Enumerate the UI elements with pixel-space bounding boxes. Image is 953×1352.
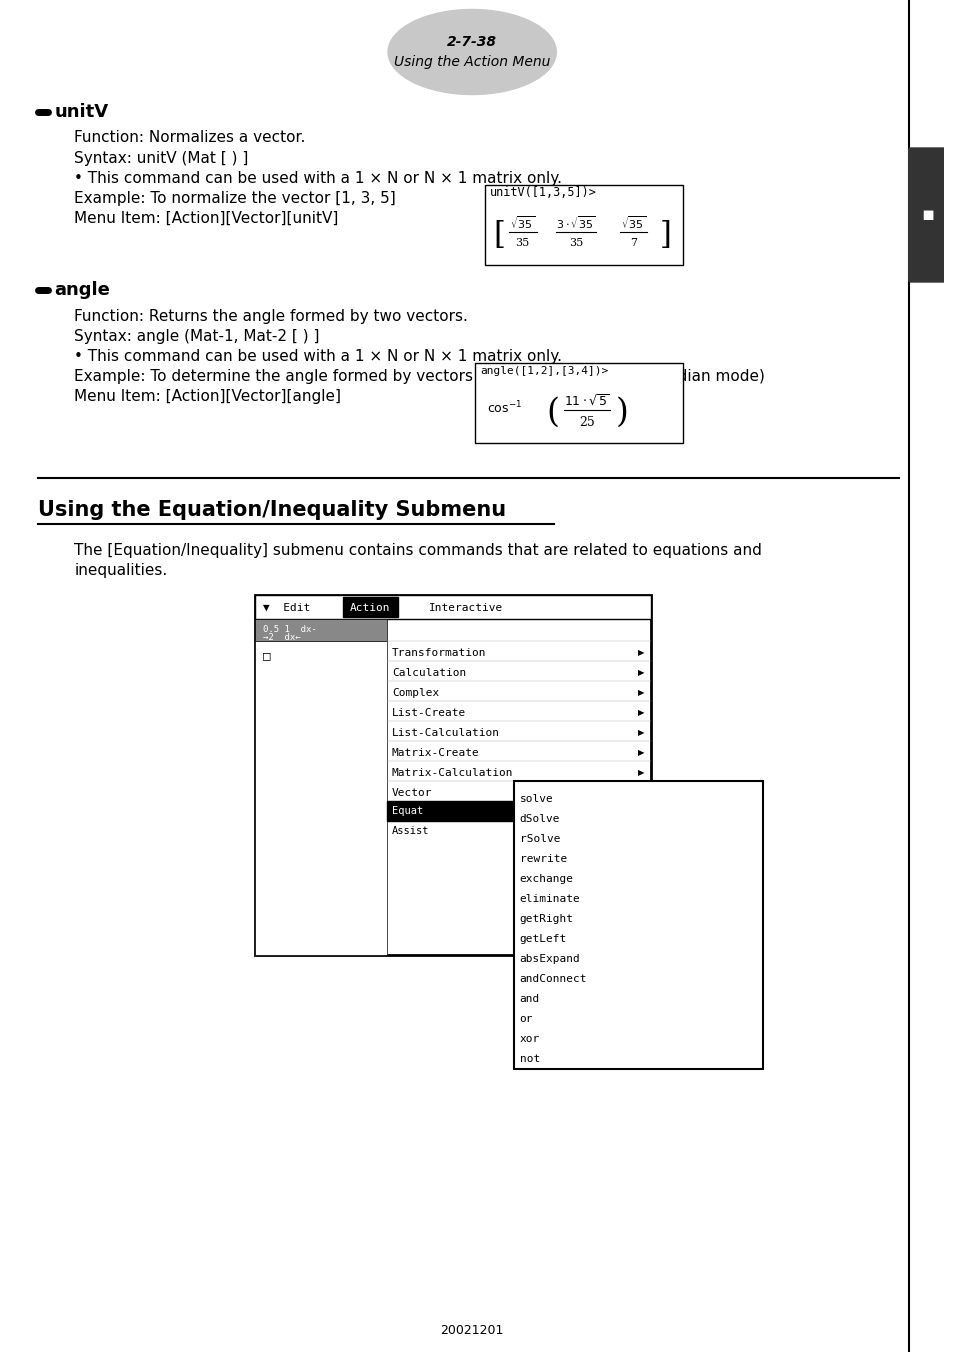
FancyBboxPatch shape [908,147,945,283]
Text: Menu Item: [Action][Vector][unitV]: Menu Item: [Action][Vector][unitV] [74,211,338,226]
Text: Using the Action Menu: Using the Action Menu [394,55,550,69]
Text: rSolve: rSolve [519,834,559,844]
FancyBboxPatch shape [255,641,387,955]
Text: inequalities.: inequalities. [74,562,168,577]
Text: Interactive: Interactive [428,603,502,612]
Text: List-Create: List-Create [392,708,466,718]
Text: or: or [519,1014,533,1023]
Text: Function: Normalizes a vector.: Function: Normalizes a vector. [74,131,305,146]
Text: (: ( [546,397,558,429]
Text: Using the Equation/Inequality Submenu: Using the Equation/Inequality Submenu [37,500,505,521]
Text: [: [ [493,219,504,250]
Text: • This command can be used with a 1 × N or N × 1 matrix only.: • This command can be used with a 1 × N … [74,349,561,364]
FancyBboxPatch shape [475,362,682,443]
Text: 7: 7 [629,238,637,247]
Text: ▼  Edit: ▼ Edit [263,603,311,612]
Text: • This command can be used with a 1 × N or N × 1 matrix only.: • This command can be used with a 1 × N … [74,170,561,185]
Text: $3\cdot\sqrt{35}$: $3\cdot\sqrt{35}$ [556,215,596,231]
Ellipse shape [388,9,556,95]
Text: $\sqrt{35}$: $\sqrt{35}$ [510,215,535,231]
Text: dSolve: dSolve [519,814,559,823]
FancyBboxPatch shape [255,619,387,641]
Text: ]: ] [659,219,671,250]
FancyBboxPatch shape [484,185,682,265]
Text: 35: 35 [515,238,529,247]
Text: unitV: unitV [54,103,109,120]
Text: Assist: Assist [392,826,429,836]
Text: $\sqrt{35}$: $\sqrt{35}$ [620,215,645,231]
Text: □: □ [263,649,271,662]
FancyBboxPatch shape [255,595,651,955]
Text: →2  dx←: →2 dx← [263,634,300,642]
Text: $\cos^{-1}$: $\cos^{-1}$ [487,400,522,416]
Text: Function: Returns the angle formed by two vectors.: Function: Returns the angle formed by tw… [74,308,468,323]
FancyBboxPatch shape [255,595,651,619]
Text: ▶: ▶ [638,729,644,737]
Text: 25: 25 [578,416,595,430]
Text: 20021201: 20021201 [440,1324,503,1337]
Text: Matrix-Calculation: Matrix-Calculation [392,768,513,777]
Text: xor: xor [519,1034,539,1044]
Text: Calculation: Calculation [392,668,466,677]
Text: ▶: ▶ [638,708,644,718]
Text: ▪: ▪ [920,206,933,224]
Text: Example: To normalize the vector [1, 3, 5]: Example: To normalize the vector [1, 3, … [74,191,395,206]
Text: 35: 35 [568,238,582,247]
FancyBboxPatch shape [387,800,514,821]
Text: unitV([1,3,5])>: unitV([1,3,5])> [490,187,597,200]
Text: ▶: ▶ [638,788,644,798]
Text: List-Calculation: List-Calculation [392,727,499,738]
Text: eliminate: eliminate [519,894,579,904]
Text: rewrite: rewrite [519,854,566,864]
Text: andConnect: andConnect [519,973,587,984]
Text: absExpand: absExpand [519,955,579,964]
Text: Complex: Complex [392,688,438,698]
Text: Menu Item: [Action][Vector][angle]: Menu Item: [Action][Vector][angle] [74,388,341,403]
Text: 2-7-38: 2-7-38 [447,35,497,49]
Text: angle([1,2],[3,4])>: angle([1,2],[3,4])> [479,366,608,376]
FancyBboxPatch shape [342,598,397,617]
Text: Syntax: angle (Mat-1, Mat-2 [ ) ]: Syntax: angle (Mat-1, Mat-2 [ ) ] [74,329,319,343]
Text: ▶: ▶ [638,768,644,777]
Text: Example: To determine the angle formed by vectors [1, 2] and [3, 4] (in the Radi: Example: To determine the angle formed b… [74,369,764,384]
Text: The [Equation/Inequality] submenu contains commands that are related to equation: The [Equation/Inequality] submenu contai… [74,542,761,557]
Text: Syntax: unitV (Mat [ ) ]: Syntax: unitV (Mat [ ) ] [74,150,249,165]
Text: ): ) [615,397,628,429]
Text: solve: solve [519,794,553,804]
Text: 0.5 1  dx-: 0.5 1 dx- [263,626,316,634]
Text: exchange: exchange [519,873,573,884]
Text: ▶: ▶ [638,668,644,677]
Text: not: not [519,1055,539,1064]
Text: Transformation: Transformation [392,648,486,658]
Text: Vector: Vector [392,788,432,798]
FancyBboxPatch shape [514,781,762,1069]
Text: angle: angle [54,281,111,299]
Text: Action: Action [350,603,390,612]
Text: ▶: ▶ [638,749,644,757]
Text: $11\cdot\sqrt{5}$: $11\cdot\sqrt{5}$ [563,393,609,408]
Text: ▶: ▶ [638,688,644,698]
Text: Matrix-Create: Matrix-Create [392,748,479,758]
Text: Equat: Equat [392,806,423,817]
Text: and: and [519,994,539,1005]
Text: ▶: ▶ [638,649,644,657]
Text: getRight: getRight [519,914,573,923]
Text: getLeft: getLeft [519,934,566,944]
